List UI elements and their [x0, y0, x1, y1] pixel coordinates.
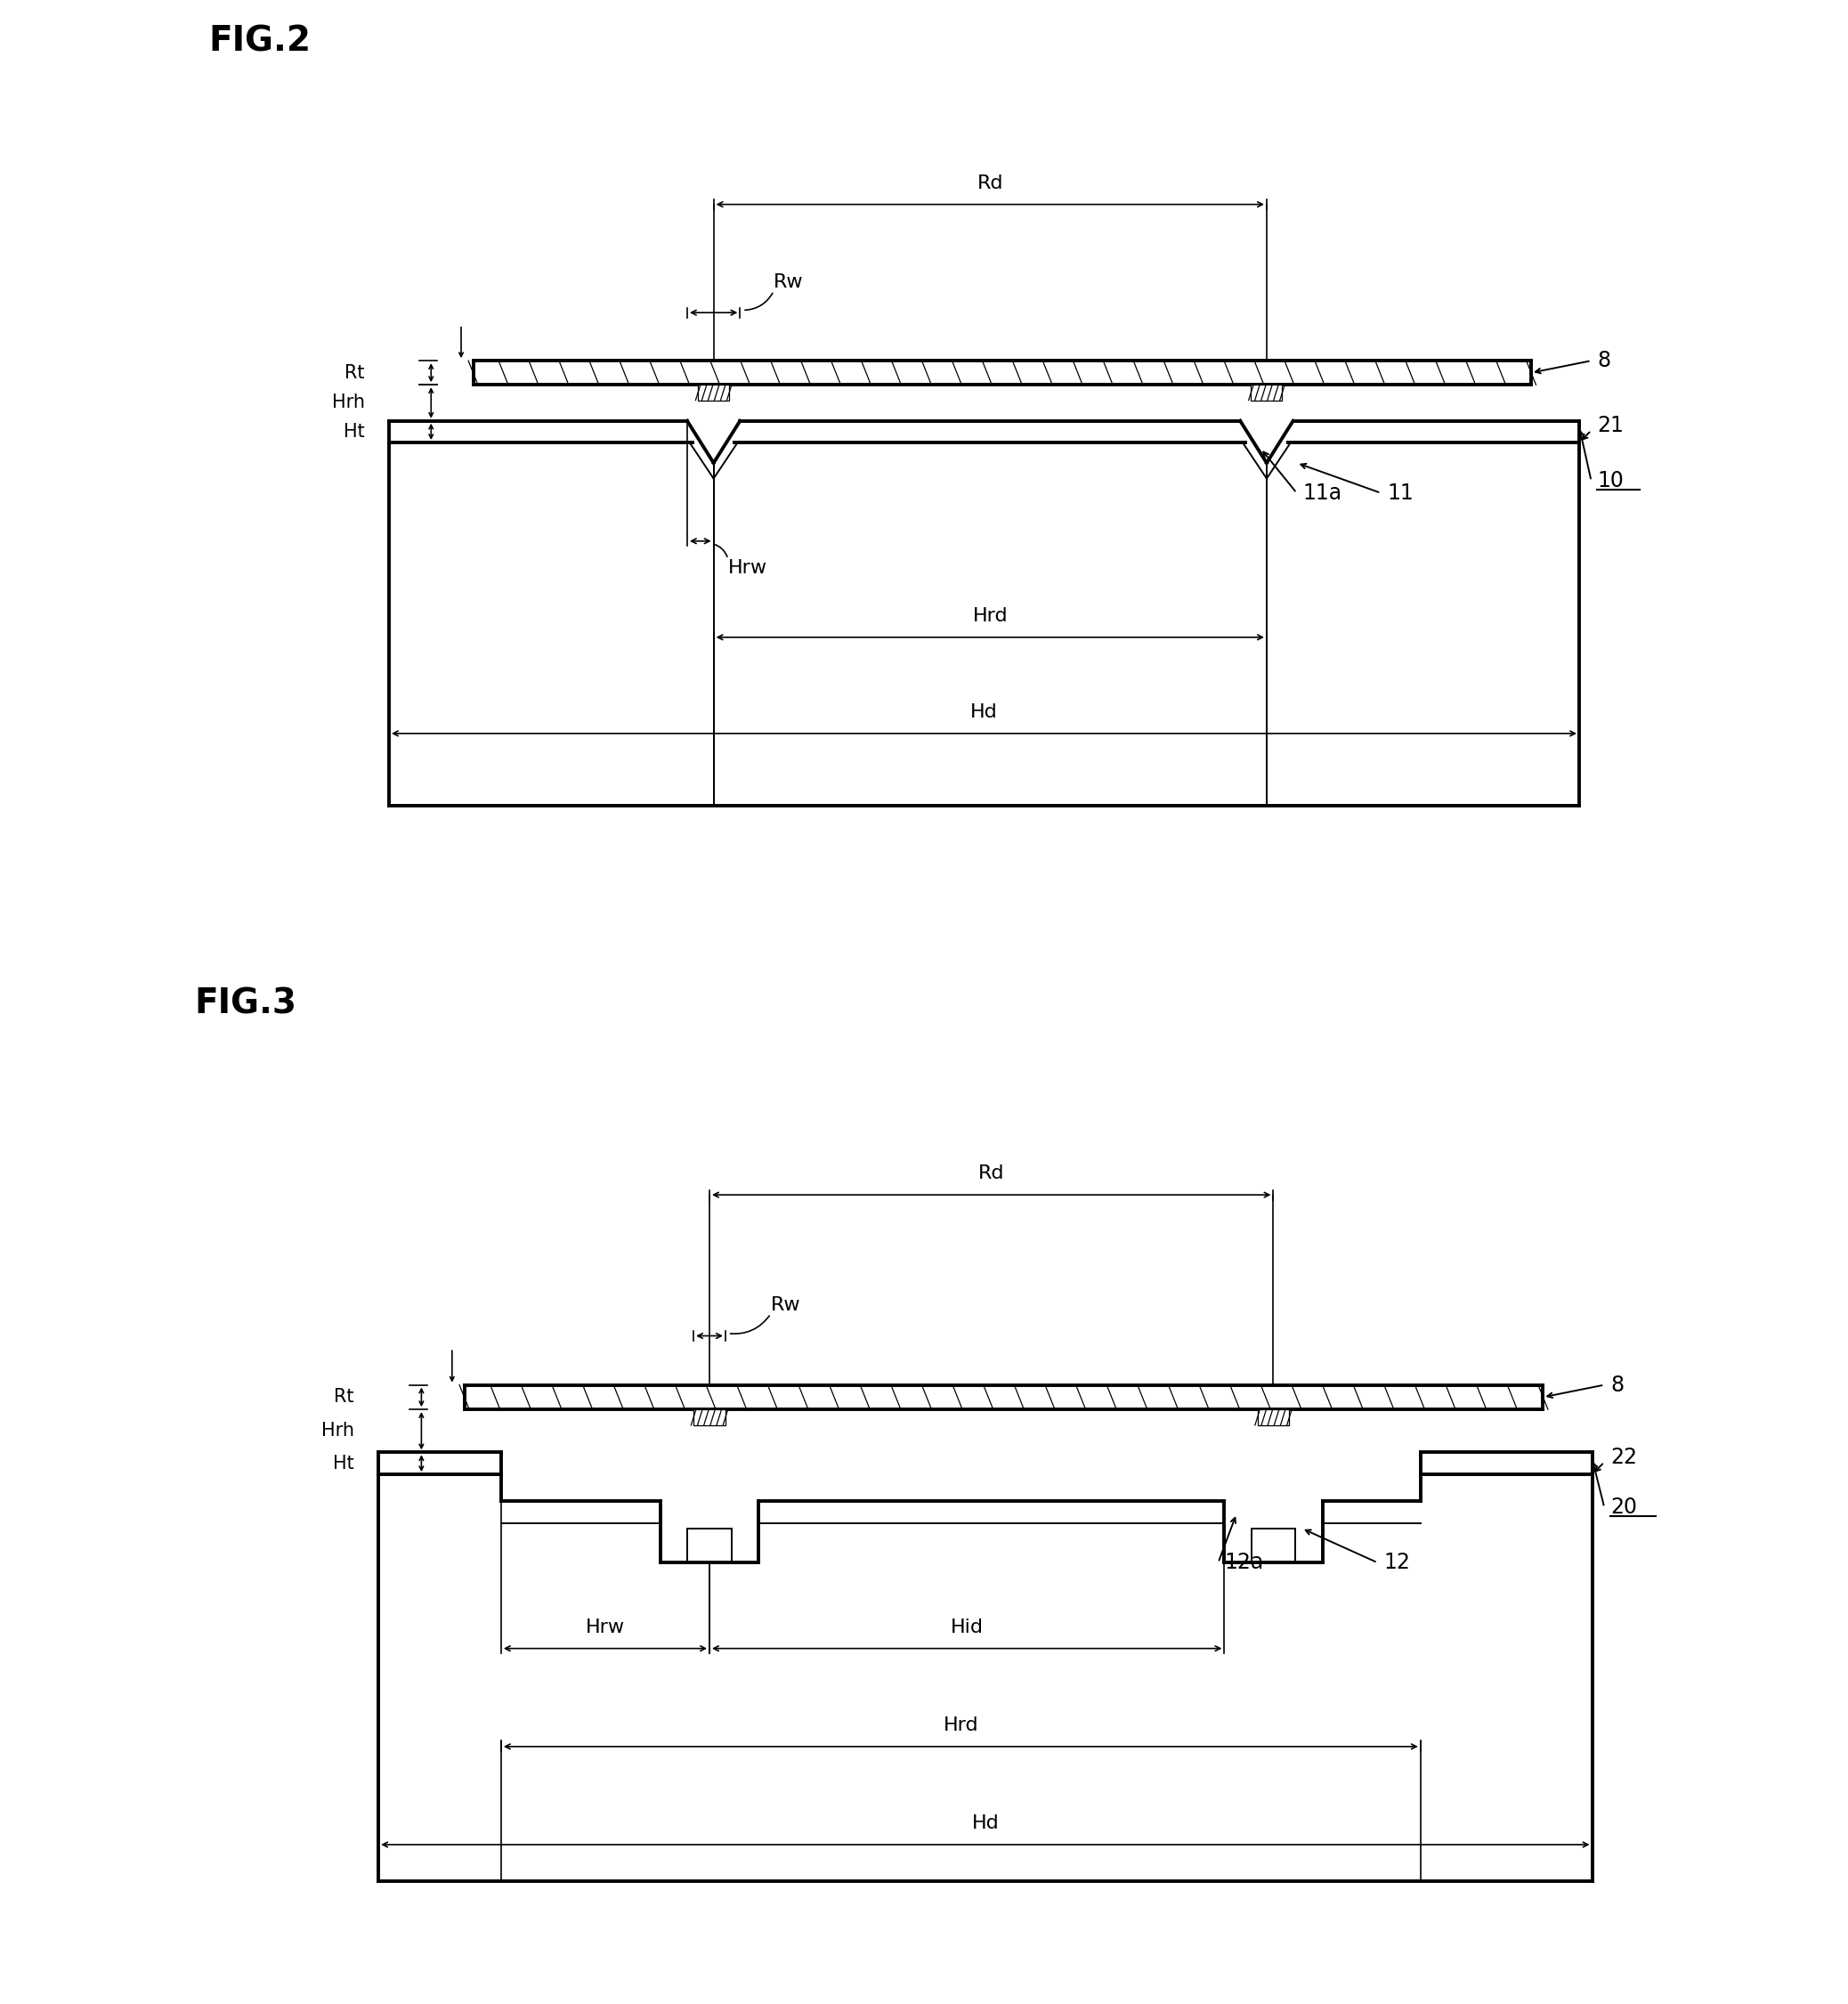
Text: Rw: Rw — [774, 273, 804, 291]
Bar — [473, 361, 1532, 385]
Text: Hrh: Hrh — [333, 395, 364, 411]
Text: Hrw: Hrw — [586, 1619, 625, 1635]
Text: 22: 22 — [1610, 1447, 1637, 1469]
Bar — [1251, 385, 1283, 401]
Text: 21: 21 — [1597, 415, 1624, 437]
Text: Hrd: Hrd — [942, 1717, 978, 1733]
Text: Rt: Rt — [346, 365, 364, 381]
Text: 12: 12 — [1384, 1551, 1410, 1573]
Text: Rw: Rw — [771, 1297, 800, 1315]
Text: 8: 8 — [1610, 1375, 1624, 1395]
Text: Hid: Hid — [950, 1619, 983, 1635]
Text: 8: 8 — [1597, 351, 1611, 371]
Text: Hrh: Hrh — [322, 1423, 355, 1439]
Text: Rd: Rd — [978, 1164, 1005, 1182]
Text: Ht: Ht — [333, 1455, 355, 1473]
Text: Ht: Ht — [344, 423, 364, 441]
Text: Hrw: Hrw — [728, 559, 767, 577]
Text: 12a: 12a — [1225, 1551, 1264, 1573]
Text: Hd: Hd — [970, 703, 998, 721]
Text: 10: 10 — [1597, 471, 1624, 491]
Text: Rd: Rd — [978, 174, 1003, 192]
Text: 11a: 11a — [1303, 483, 1342, 503]
Text: Hd: Hd — [972, 1814, 1000, 1832]
Bar — [464, 1385, 1543, 1409]
Text: 20: 20 — [1610, 1497, 1637, 1519]
Text: FIG.3: FIG.3 — [194, 986, 298, 1020]
Bar — [693, 1409, 726, 1425]
Text: Rt: Rt — [334, 1389, 355, 1407]
Text: FIG.2: FIG.2 — [209, 24, 310, 58]
Bar — [699, 385, 730, 401]
Text: 11: 11 — [1386, 483, 1414, 503]
Bar — [1257, 1409, 1290, 1425]
Text: Hrd: Hrd — [972, 607, 1007, 625]
